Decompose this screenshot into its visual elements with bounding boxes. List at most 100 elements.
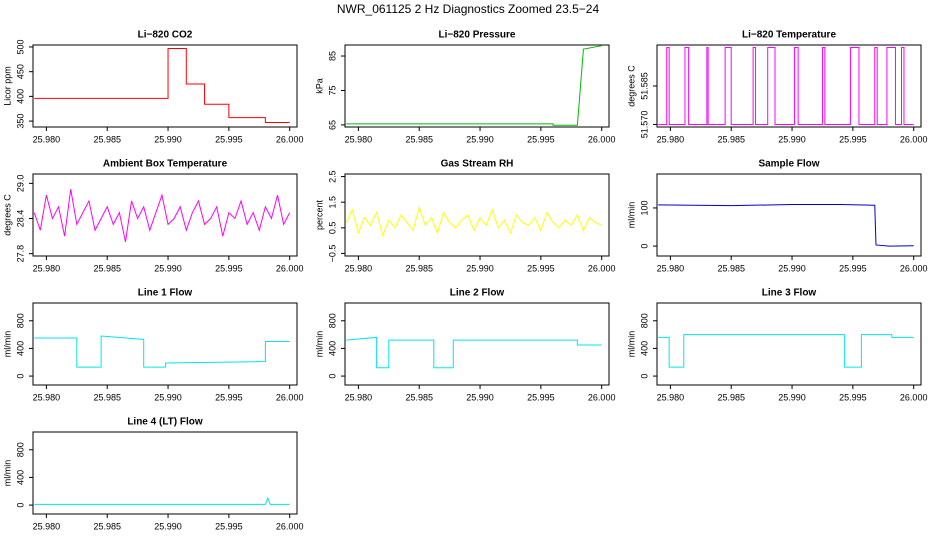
plot-frame bbox=[656, 173, 922, 257]
y-tick-label: 51.570 bbox=[639, 111, 649, 139]
data-line bbox=[33, 189, 291, 243]
panel-title: Li−820 CO2 bbox=[138, 30, 193, 41]
x-tick-label: 25.985 bbox=[405, 134, 433, 144]
y-tick-label: 400 bbox=[15, 470, 25, 485]
y-tick-label: 450 bbox=[15, 64, 25, 79]
plot-frame bbox=[32, 44, 298, 128]
x-tick-label: 25.985 bbox=[405, 392, 433, 402]
y-axis-label: kPa bbox=[314, 78, 324, 94]
x-tick-label: 25.995 bbox=[215, 134, 243, 144]
x-tick-label: 26.000 bbox=[900, 392, 928, 402]
x-tick-label: 25.995 bbox=[527, 134, 555, 144]
plot-frame bbox=[344, 302, 610, 386]
data-line bbox=[346, 45, 602, 126]
data-line bbox=[34, 335, 290, 368]
y-tick-label: 350 bbox=[15, 114, 25, 129]
x-tick-label: 25.980 bbox=[657, 134, 685, 144]
panel-title: Line 3 Flow bbox=[762, 288, 817, 299]
x-tick-label: 26.000 bbox=[900, 263, 928, 273]
x-tick-label: 25.990 bbox=[466, 263, 494, 273]
data-line bbox=[658, 204, 914, 247]
x-tick-label: 25.985 bbox=[717, 134, 745, 144]
plot-frame bbox=[32, 173, 298, 257]
x-tick-label: 25.980 bbox=[657, 392, 685, 402]
panel-title: Li−820 Pressure bbox=[439, 30, 516, 41]
x-tick-label: 25.985 bbox=[717, 263, 745, 273]
data-line bbox=[34, 496, 290, 505]
x-tick-label: 25.985 bbox=[93, 392, 121, 402]
y-tick-label: 800 bbox=[15, 442, 25, 457]
panel-title: Li−820 Temperature bbox=[742, 30, 836, 41]
x-tick-label: 26.000 bbox=[276, 134, 304, 144]
y-tick-label: 1.5 bbox=[327, 196, 337, 209]
y-axis-label: ml/min bbox=[314, 331, 324, 358]
data-line bbox=[34, 47, 290, 124]
y-axis-label: ml/min bbox=[626, 331, 636, 358]
panel-title: Gas Stream RH bbox=[441, 159, 514, 170]
y-tick-label: 400 bbox=[639, 341, 649, 356]
x-tick-label: 25.990 bbox=[154, 392, 182, 402]
y-tick-label: 0 bbox=[15, 503, 25, 508]
y-tick-label: 800 bbox=[15, 313, 25, 328]
y-tick-label: 500 bbox=[15, 39, 25, 54]
y-tick-label: 29.0 bbox=[15, 175, 25, 193]
y-tick-label: 0 bbox=[327, 374, 337, 379]
y-tick-label: 400 bbox=[15, 341, 25, 356]
y-tick-label: −0.5 bbox=[327, 245, 337, 263]
x-tick-label: 25.985 bbox=[93, 521, 121, 531]
x-tick-label: 25.980 bbox=[657, 263, 685, 273]
x-tick-label: 26.000 bbox=[900, 134, 928, 144]
x-tick-label: 25.990 bbox=[154, 134, 182, 144]
panel-title: Line 4 (LT) Flow bbox=[127, 417, 203, 428]
x-tick-label: 25.980 bbox=[33, 263, 61, 273]
data-line bbox=[345, 205, 602, 238]
y-tick-label: 75 bbox=[327, 85, 337, 95]
x-tick-label: 26.000 bbox=[588, 263, 616, 273]
y-tick-label: 2.5 bbox=[327, 170, 337, 183]
x-tick-label: 25.985 bbox=[93, 134, 121, 144]
x-tick-label: 25.995 bbox=[215, 521, 243, 531]
y-tick-label: 27.8 bbox=[15, 245, 25, 263]
x-tick-label: 25.995 bbox=[839, 263, 867, 273]
y-tick-label: 100 bbox=[639, 200, 649, 215]
y-axis-label: degrees C bbox=[626, 65, 636, 107]
x-tick-label: 25.995 bbox=[839, 392, 867, 402]
y-tick-label: 800 bbox=[639, 313, 649, 328]
x-tick-label: 26.000 bbox=[276, 263, 304, 273]
y-tick-label: 85 bbox=[327, 51, 337, 61]
y-axis-label: ml/min bbox=[626, 202, 636, 229]
x-tick-label: 25.995 bbox=[839, 134, 867, 144]
x-tick-label: 25.990 bbox=[154, 521, 182, 531]
y-tick-label: 28.4 bbox=[15, 210, 25, 228]
panel-title: Ambient Box Temperature bbox=[103, 159, 228, 170]
x-tick-label: 25.980 bbox=[345, 392, 373, 402]
y-tick-label: 65 bbox=[327, 120, 337, 130]
x-tick-label: 25.980 bbox=[33, 134, 61, 144]
y-axis-label: ml/min bbox=[2, 460, 12, 487]
panel-title: Sample Flow bbox=[758, 159, 819, 170]
y-tick-label: 51.585 bbox=[639, 72, 649, 100]
x-tick-label: 25.990 bbox=[778, 134, 806, 144]
data-line bbox=[658, 47, 914, 125]
data-line bbox=[658, 334, 914, 368]
x-tick-label: 26.000 bbox=[588, 392, 616, 402]
x-tick-label: 25.990 bbox=[778, 263, 806, 273]
x-tick-label: 25.995 bbox=[215, 263, 243, 273]
panel-title: Line 2 Flow bbox=[450, 288, 505, 299]
y-tick-label: 800 bbox=[327, 313, 337, 328]
plot-frame bbox=[656, 302, 922, 386]
x-tick-label: 25.980 bbox=[33, 392, 61, 402]
x-tick-label: 25.995 bbox=[527, 263, 555, 273]
x-tick-label: 25.995 bbox=[527, 392, 555, 402]
x-tick-label: 26.000 bbox=[276, 392, 304, 402]
plot-frame bbox=[344, 44, 610, 128]
x-tick-label: 26.000 bbox=[588, 134, 616, 144]
x-tick-label: 25.990 bbox=[778, 392, 806, 402]
plot-frame bbox=[32, 302, 298, 386]
x-tick-label: 25.980 bbox=[345, 134, 373, 144]
x-tick-label: 26.000 bbox=[276, 521, 304, 531]
x-tick-label: 25.980 bbox=[345, 263, 373, 273]
x-tick-label: 25.985 bbox=[93, 263, 121, 273]
y-axis-label: percent bbox=[314, 199, 324, 230]
